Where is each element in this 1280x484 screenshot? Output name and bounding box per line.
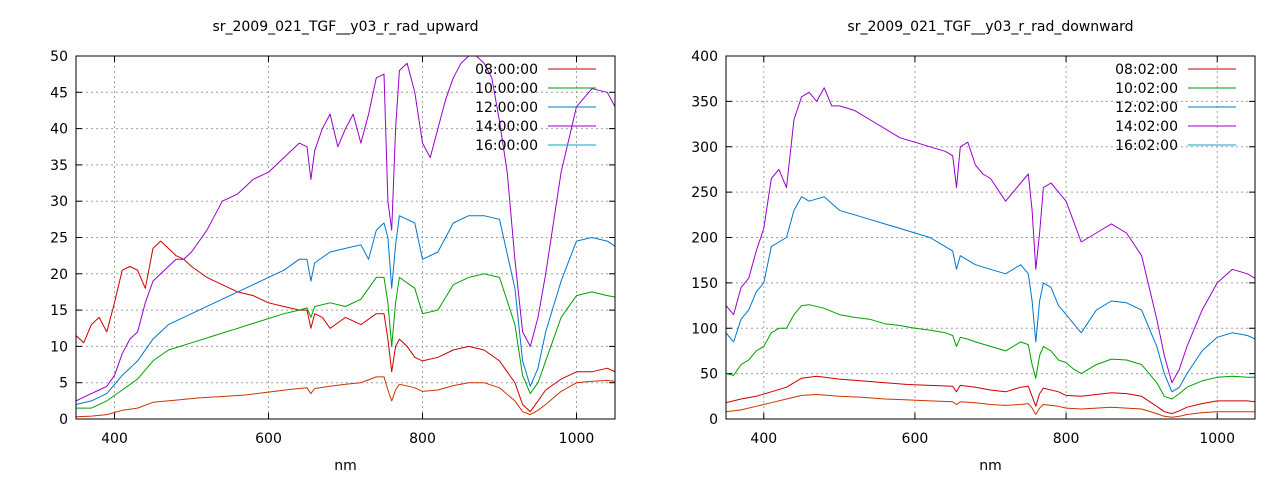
chart-1: 400 600 800 1000 0 5 10 15 20 25 30 35 40 45 50 08:00:0… [50,19,616,474]
x-tick-label: 1000 [559,431,595,447]
y-tick-label: 250 [691,185,718,201]
y-tick-label: 45 [50,85,68,101]
legend-label: 14:02:00 [1115,119,1178,135]
legend-label: 10:02:00 [1115,81,1178,97]
legend-label: 12:02:00 [1115,100,1178,116]
x-tick-label: 800 [1053,431,1080,447]
series-line-120000 [76,215,615,405]
series-line-unlabeled-1 [76,376,615,418]
legend-label: 10:00:00 [475,81,538,97]
y-tick-label: 40 [50,122,68,138]
plot-frame [725,55,1256,420]
chart-2: 400 600 800 1000 0 50 100 150 200 250 300 350 400 08:… [691,19,1256,474]
y-tick-label: 50 [50,49,68,65]
legend-label: 08:00:00 [475,62,538,78]
y-tick-label: 15 [50,303,68,319]
x-axis-label: nm [334,458,357,474]
legend-label: 16:00:00 [475,138,538,154]
chart-title: sr_2009_021_TGF__y03_r_rad_downward [847,19,1133,35]
x-tick-label: 400 [101,431,128,447]
x-tick-label: 600 [902,431,929,447]
chart-title: sr_2009_021_TGF__y03_r_rad_upward [212,19,478,35]
y-tick-label: 50 [700,367,718,383]
y-tick-label: 0 [59,412,68,428]
series-line-080200 [726,375,1255,415]
series-line-100200 [726,304,1255,400]
series-line-120200 [726,196,1255,393]
legend-label: 14:00:00 [475,119,538,135]
y-tick-label: 350 [691,94,718,110]
y-tick-label: 25 [50,231,68,247]
legend-label: 08:02:00 [1115,62,1178,78]
x-tick-label: 400 [750,431,777,447]
y-tick-label: 30 [50,194,68,210]
x-axis-label: nm [979,458,1002,474]
plot-frame [75,55,616,420]
legend-label: 12:00:00 [475,100,538,116]
y-tick-label: 100 [691,321,718,337]
series-line-unlabeled-1 [726,394,1255,418]
legend-label: 16:02:00 [1115,138,1178,154]
y-tick-label: 20 [50,267,68,283]
y-tick-label: 200 [691,231,718,247]
series-line-100000 [76,273,615,409]
y-tick-label: 150 [691,276,718,292]
y-tick-label: 400 [691,49,718,65]
x-tick-label: 600 [255,431,282,447]
y-tick-label: 300 [691,140,718,156]
series-line-140000 [76,56,615,402]
x-tick-label: 1000 [1199,431,1235,447]
x-tick-label: 800 [409,431,436,447]
y-tick-label: 5 [59,376,68,392]
series-line-140200 [726,87,1255,384]
y-tick-label: 10 [50,339,68,355]
y-tick-label: 35 [50,158,68,174]
series-line-080000 [76,240,615,413]
y-tick-label: 0 [709,412,718,428]
